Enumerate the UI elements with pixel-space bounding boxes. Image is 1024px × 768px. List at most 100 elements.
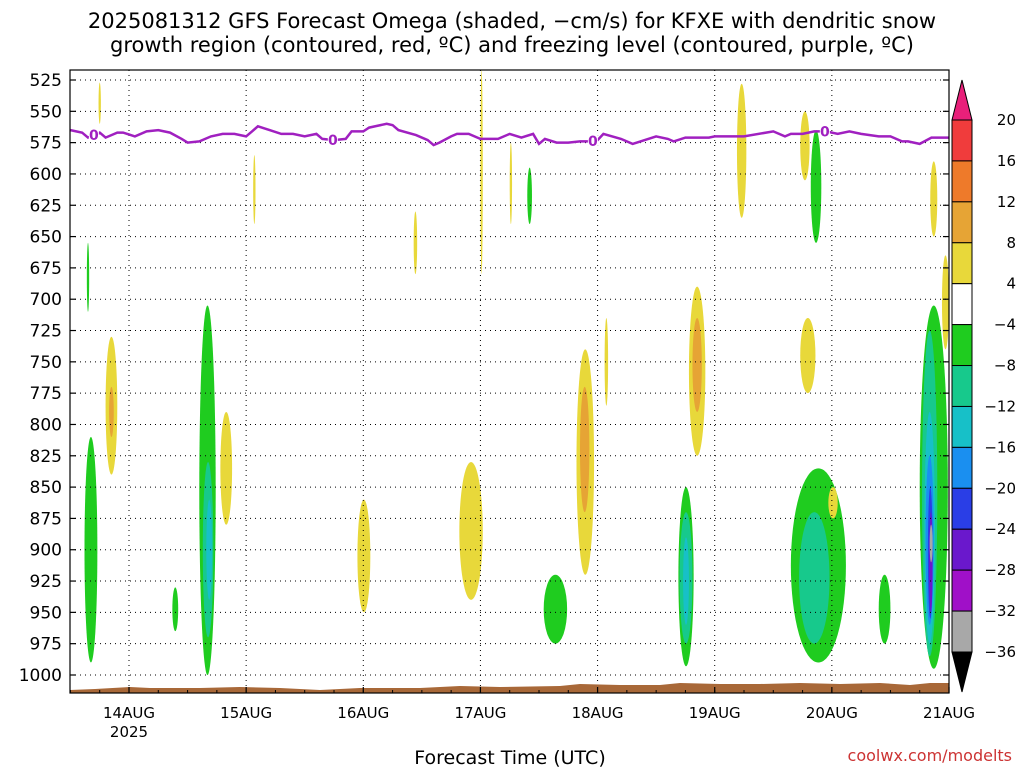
colorbar-box-13 [951, 610, 973, 653]
x-tick-year-label: 2025 [110, 723, 148, 741]
x-tick-label-18AUG: 18AUG [572, 704, 624, 722]
omega-region-39 [480, 69, 483, 275]
colorbar-label-0: 20 [997, 111, 1016, 129]
colorbar-box-11 [951, 528, 973, 571]
y-tick-label-875: 875 [30, 509, 62, 529]
omega-region-36 [828, 487, 838, 519]
y-tick-label-700: 700 [30, 290, 62, 310]
colorbar-bottom-arrow [951, 651, 973, 693]
omega-region-29 [580, 386, 590, 513]
omega-region-40 [509, 142, 513, 225]
freezing-label-bg-3 [819, 124, 830, 139]
colorbar-label-11: −28 [984, 561, 1016, 579]
colorbar-top-arrow [951, 79, 973, 121]
colorbar-label-3: 8 [1006, 234, 1016, 252]
colorbar-box-5 [951, 283, 973, 326]
omega-region-4 [206, 499, 213, 600]
omega-region-14 [86, 242, 90, 312]
colorbar-label-6: −8 [994, 357, 1016, 375]
y-tick-label-900: 900 [30, 541, 62, 561]
x-tick-label-16AUG: 16AUG [337, 704, 389, 722]
omega-region-42 [98, 82, 101, 124]
plot-area: 0 0 0 0 525 550 575 600 625 650 675 700 725 750 775 80… [19, 69, 975, 722]
x-tick-label-20AUG: 20AUG [806, 704, 858, 722]
omega-region-5 [543, 574, 568, 644]
omega-region-41 [253, 155, 256, 225]
colorbar-box-1 [951, 119, 973, 162]
y-tick-label-750: 750 [30, 353, 62, 373]
x-tick-label-14AUG: 14AUG [103, 704, 155, 722]
colorbar-label-1: 16 [997, 152, 1016, 170]
freezing-level-line [70, 122, 949, 147]
x-axis: 14AUG 15AUG 16AUG 17AUG 18AUG 19AUG 20AUG 21AUG [69, 687, 975, 722]
omega-region-27 [459, 462, 483, 600]
y-tick-label-775: 775 [30, 384, 62, 404]
omega-region-23 [109, 386, 114, 437]
omega-region-13 [527, 167, 532, 225]
colorbar-box-12 [951, 569, 973, 612]
x-tick-label-21AUG: 21AUG [923, 704, 975, 722]
y-tick-label-600: 600 [30, 165, 62, 185]
colorbar-label-12: −32 [984, 602, 1016, 620]
y-tick-label-625: 625 [30, 196, 62, 216]
omega-region-25 [357, 499, 371, 613]
colorbar-label-5: −4 [994, 316, 1016, 334]
y-tick-label-1000: 1000 [19, 666, 62, 686]
colorbar: 20 16 12 8 4 −4 −8 −12 −16 −20 −24 −28 −32 −36 [951, 79, 1016, 693]
omega-region-35 [800, 318, 816, 394]
colorbar-box-2 [951, 160, 973, 203]
omega-shading [84, 69, 949, 675]
y-tick-label-650: 650 [30, 228, 62, 248]
colorbar-label-7: −12 [984, 397, 1016, 415]
colorbar-box-3 [951, 201, 973, 244]
freezing-label-0: 0 [89, 128, 99, 144]
y-tick-label-975: 975 [30, 635, 62, 655]
colorbar-label-2: 12 [997, 193, 1016, 211]
omega-region-30 [604, 318, 609, 406]
omega-region-8 [683, 537, 689, 625]
x-tick-label-15AUG: 15AUG [220, 704, 272, 722]
credit-text: coolwx.com/modelts [848, 746, 1012, 765]
freezing-label-bg-2 [587, 134, 598, 149]
omega-region-21 [929, 524, 933, 563]
omega-region-37 [930, 161, 938, 237]
y-tick-label-675: 675 [30, 259, 62, 279]
colorbar-box-6 [951, 324, 973, 367]
y-tick-label-525: 525 [30, 71, 62, 91]
freezing-label-bg-1 [327, 133, 338, 148]
y-tick-label-950: 950 [30, 603, 62, 623]
colorbar-box-4 [951, 242, 973, 285]
freezing-label-1: 0 [328, 133, 338, 149]
colorbar-box-9 [951, 446, 973, 489]
omega-region-11 [878, 574, 891, 644]
x-tick-label-17AUG: 17AUG [454, 704, 506, 722]
omega-region-10 [799, 512, 830, 644]
colorbar-box-7 [951, 365, 973, 407]
x-tick-label-19AUG: 19AUG [689, 704, 741, 722]
freezing-label-bg-0 [88, 128, 99, 143]
colorbar-box-8 [951, 405, 973, 448]
y-axis: 525 550 575 600 625 650 675 700 725 750 775 800 825 8… [19, 71, 949, 686]
freezing-label-2: 0 [588, 134, 598, 150]
omega-region-38 [941, 255, 949, 350]
freezing-label-3: 0 [820, 124, 830, 140]
omega-region-26 [413, 211, 418, 275]
chart-title-line-1: 2025081312 GFS Forecast Omega (shaded, −… [88, 9, 936, 33]
x-axis-label: Forecast Time (UTC) [414, 747, 605, 768]
y-tick-label-800: 800 [30, 415, 62, 435]
y-tick-label-575: 575 [30, 134, 62, 154]
y-tick-label-825: 825 [30, 447, 62, 467]
y-tick-label-725: 725 [30, 322, 62, 342]
omega-region-12 [810, 130, 822, 243]
colorbar-box-10 [951, 487, 973, 530]
colorbar-label-8: −16 [984, 438, 1016, 456]
omega-region-34 [800, 111, 810, 181]
colorbar-label-10: −24 [984, 520, 1016, 538]
omega-region-1 [172, 587, 179, 632]
y-tick-label-925: 925 [30, 572, 62, 592]
chart-title-line-2: growth region (contoured, red, ºC) and f… [110, 33, 914, 57]
colorbar-label-4: 4 [1006, 275, 1016, 293]
omega-region-33 [736, 83, 747, 218]
y-tick-label-850: 850 [30, 478, 62, 498]
